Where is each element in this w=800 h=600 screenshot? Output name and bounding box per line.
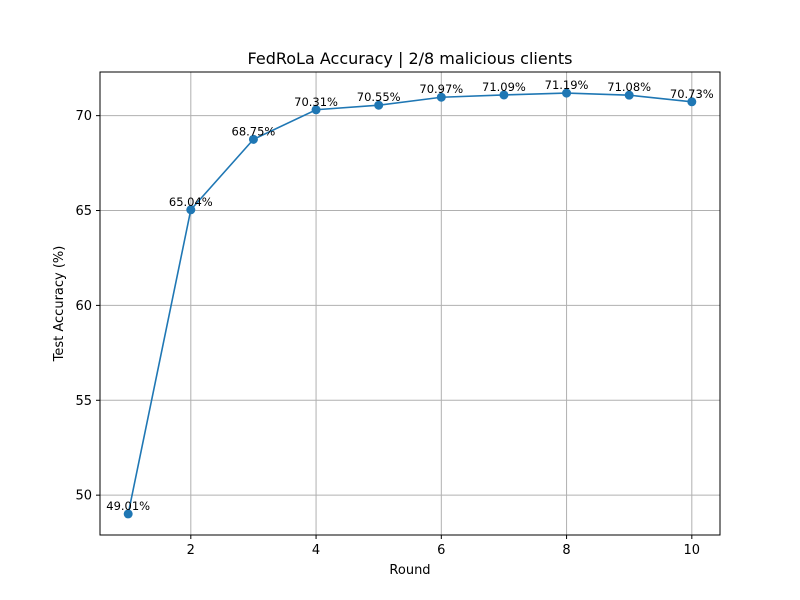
x-tick-label: 8	[562, 543, 570, 558]
y-axis-label: Test Accuracy (%)	[52, 246, 67, 363]
data-point	[499, 90, 509, 100]
y-tick-label: 70	[75, 109, 92, 124]
data-label: 71.08%	[607, 80, 651, 94]
data-point	[436, 92, 446, 102]
y-tick-label: 50	[75, 489, 92, 504]
data-point	[374, 100, 384, 110]
axis-ticks: 2 4 6 8 10 50 55 60 65 70	[75, 109, 700, 558]
data-label: 70.97%	[419, 82, 463, 96]
data-point	[687, 97, 697, 107]
x-tick-label: 6	[437, 543, 445, 558]
data-point	[562, 88, 572, 98]
y-tick-label: 55	[75, 394, 92, 409]
chart-title: FedRoLa Accuracy | 2/8 malicious clients	[248, 49, 573, 68]
data-label: 65.04%	[169, 195, 213, 209]
data-label: 71.09%	[482, 80, 526, 94]
data-point	[311, 105, 321, 115]
plot-frame	[99, 71, 721, 536]
data-point	[123, 509, 133, 519]
x-axis-label: Round	[389, 563, 430, 578]
data-labels: 49.01% 65.04% 68.75% 70.31% 70.55% 70.97% 71.0…	[106, 78, 714, 513]
series-line	[127, 92, 692, 515]
data-point	[624, 90, 634, 100]
data-label: 68.75%	[232, 124, 276, 138]
y-tick-label: 65	[75, 204, 92, 219]
data-label: 71.19%	[545, 78, 589, 92]
x-tick-label: 4	[312, 543, 320, 558]
data-label: 49.01%	[106, 499, 150, 513]
data-point	[186, 205, 196, 215]
data-label: 70.31%	[294, 95, 338, 109]
x-tick-label: 10	[684, 543, 701, 558]
series	[123, 88, 697, 519]
data-label: 70.73%	[670, 87, 714, 101]
grid	[100, 72, 720, 535]
x-tick-label: 2	[187, 543, 195, 558]
data-label: 70.55%	[357, 90, 401, 104]
y-tick-label: 60	[75, 299, 92, 314]
data-point	[248, 134, 258, 144]
